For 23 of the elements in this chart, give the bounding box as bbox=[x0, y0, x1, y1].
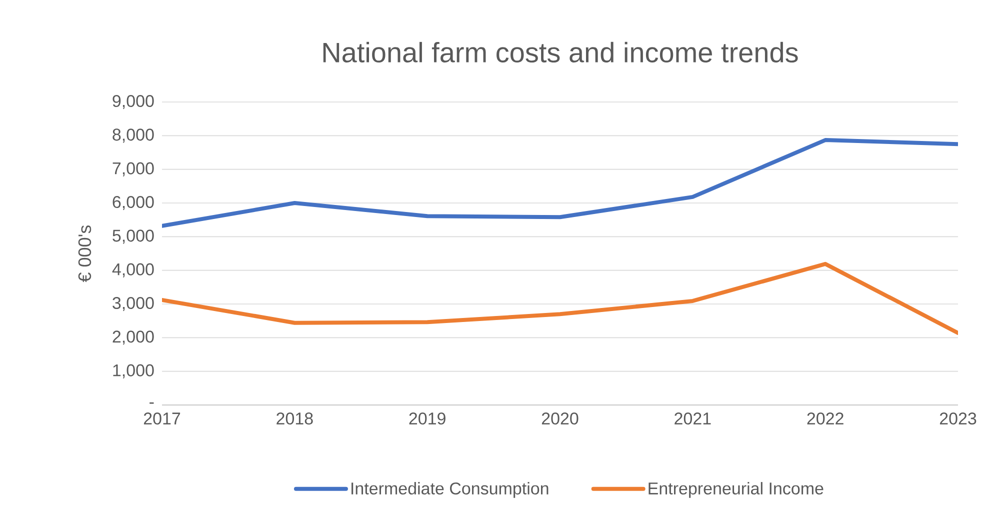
legend-label: Entrepreneurial Income bbox=[648, 482, 824, 498]
chart-title: National farm costs and income trends bbox=[323, 42, 798, 63]
y-tick-label: 8,000 bbox=[112, 128, 154, 143]
y-tick-label: 4,000 bbox=[112, 263, 154, 278]
y-axis-title: € 000's bbox=[78, 225, 92, 282]
y-tick-label: 2,000 bbox=[112, 330, 154, 345]
y-tick-label: 3,000 bbox=[112, 296, 154, 312]
y-tick-label: 7,000 bbox=[112, 162, 154, 176]
y-tick-label: 1,000 bbox=[113, 364, 154, 378]
y-tick-label: 6,000 bbox=[112, 196, 154, 210]
line-series bbox=[162, 262, 958, 335]
x-tick-label: 2018 bbox=[276, 412, 313, 425]
legend-label: Intermediate Consumption bbox=[352, 482, 548, 498]
y-tick-label: - bbox=[150, 402, 154, 404]
x-tick-label: 2019 bbox=[409, 412, 446, 425]
y-tick-label: 9,000 bbox=[112, 94, 154, 110]
x-tick-label: 2021 bbox=[674, 412, 711, 425]
line-series bbox=[162, 138, 958, 228]
x-tick-label: 2023 bbox=[940, 412, 976, 425]
y-tick-label: 5,000 bbox=[112, 230, 154, 244]
x-tick-label: 2017 bbox=[144, 412, 180, 425]
x-tick-label: 2022 bbox=[807, 412, 844, 425]
x-tick-label: 2020 bbox=[542, 412, 578, 425]
